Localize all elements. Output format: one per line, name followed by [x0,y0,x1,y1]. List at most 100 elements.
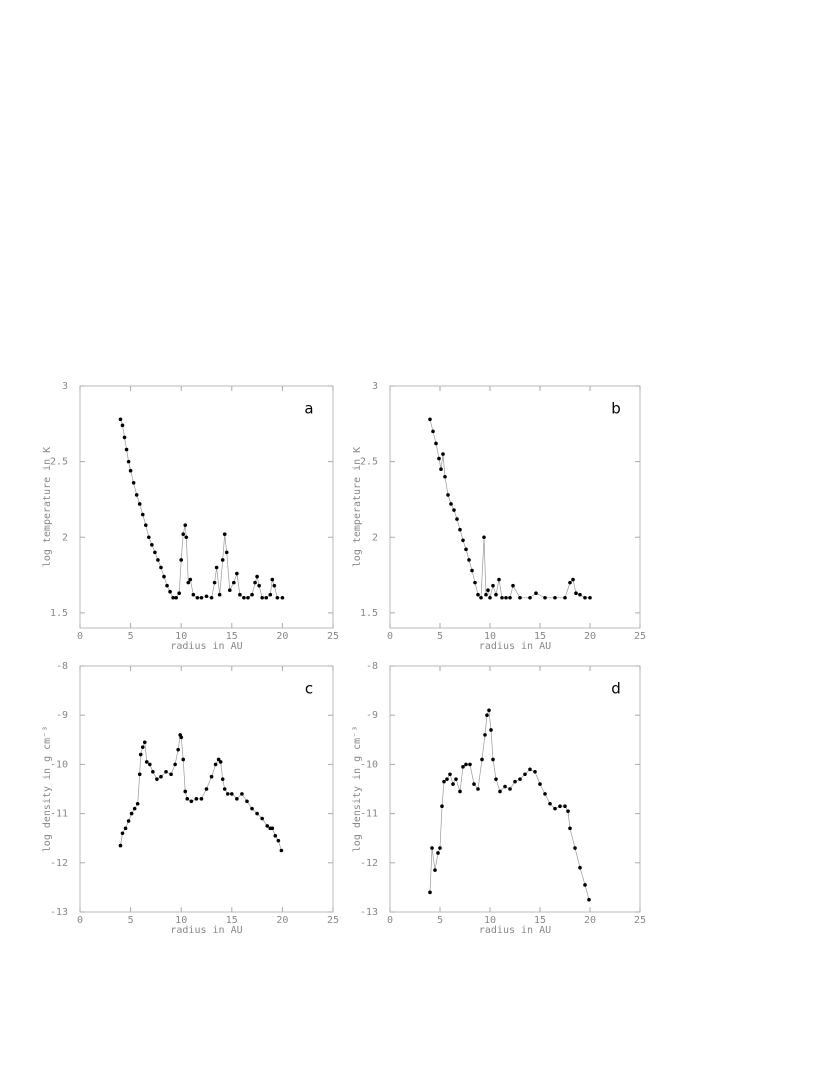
data-point [468,762,472,767]
panel-letter: b [611,400,621,418]
data-point [528,767,532,772]
data-point [538,782,542,786]
data-point [489,728,493,732]
data-point [195,595,200,600]
data-point [454,777,458,781]
data-point [232,580,236,585]
data-point [148,762,152,767]
data-point [181,532,186,537]
y-tick-label: 2 [62,532,68,543]
data-point [491,757,495,762]
data-point [445,777,449,781]
x-tick-label: 0 [77,915,83,926]
data-point [212,580,217,585]
data-point [518,595,522,600]
y-tick-label: 2.5 [360,457,378,468]
y-axis-label: log density in g cm⁻³ [42,726,53,852]
data-point [218,760,223,764]
data-point [430,846,434,850]
data-point [168,589,172,594]
data-point [240,792,244,796]
data-point [118,843,123,848]
data-point [183,523,188,527]
data-point [250,592,254,597]
y-tick-label: -9 [366,710,378,721]
plot-frame [79,385,334,629]
plot-frame [389,665,641,913]
data-point [518,777,522,781]
data-point [573,846,577,850]
data-point [563,595,567,600]
x-tick-label: 15 [534,631,546,642]
data-point [458,527,462,532]
data-point [153,550,157,555]
panel: 0 5 10 15 20 25 -13 -12 -11 -10 -9 -8 radius in AU lo… [42,661,339,936]
data-point [184,535,189,540]
data-point [553,806,557,811]
data-point [165,583,169,588]
data-point [224,550,229,555]
y-tick-label: -12 [360,858,378,869]
data-point [185,797,190,801]
data-point [204,594,209,599]
data-point [140,512,145,517]
x-tick-label: 25 [634,915,646,926]
data-point [255,811,259,816]
data-point [159,565,163,570]
data-point [126,459,131,464]
y-axis-label: log temperature in K [42,447,53,567]
data-point [128,468,133,473]
data-point [441,452,445,456]
data-point [169,772,173,777]
data-point [452,508,456,512]
data-point [563,804,567,809]
data-point [171,595,175,600]
data-point [511,583,515,588]
data-point [485,713,489,717]
data-point [155,777,159,781]
data-point [484,592,488,597]
data-point [124,447,129,452]
data-point [174,595,178,600]
data-point [199,595,204,600]
data-point [488,595,492,600]
y-tick-label: 1.5 [360,608,378,619]
data-point [199,797,204,801]
data-point [129,811,134,816]
data-point [455,517,459,521]
data-point [473,580,477,585]
plot-frame [79,665,334,913]
data-point [482,535,486,540]
x-axis-label: radius in AU [170,641,242,652]
data-point [142,740,147,745]
x-tick-label: 20 [584,915,596,926]
data-point [257,583,261,588]
data-point [173,762,177,767]
data-point [442,779,446,784]
data-point [194,797,199,801]
data-point [268,592,273,597]
data-point [204,787,209,791]
x-axis-label: radius in AU [479,641,551,652]
x-tick-label: 0 [387,631,393,642]
data-point [253,580,257,585]
y-tick-label: -8 [56,661,68,672]
data-point [137,502,142,506]
data-point [186,580,191,585]
data-point [279,848,284,853]
data-point [434,441,438,446]
data-point [458,789,462,794]
data-point [183,789,188,794]
data-point [181,757,186,762]
data-point [151,769,155,774]
data-point [179,735,183,740]
data-point [440,804,444,809]
data-point [578,592,582,597]
data-point [500,595,504,600]
y-axis-label: log density in g cm⁻³ [352,726,363,852]
x-tick-label: 5 [128,915,134,926]
data-point [255,574,259,579]
data-point [448,772,452,777]
data-point [214,565,219,570]
